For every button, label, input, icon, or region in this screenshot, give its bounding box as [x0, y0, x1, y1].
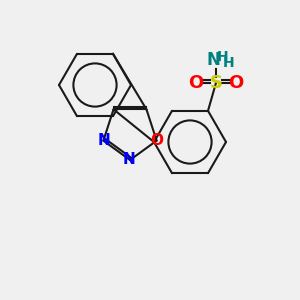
- Text: N: N: [123, 152, 135, 167]
- Text: N: N: [98, 133, 111, 148]
- Text: S: S: [209, 74, 223, 92]
- Text: O: O: [228, 74, 244, 92]
- Text: N: N: [206, 51, 220, 69]
- Text: H: H: [217, 50, 229, 64]
- Text: O: O: [150, 133, 163, 148]
- Text: H: H: [223, 56, 235, 70]
- Text: O: O: [188, 74, 204, 92]
